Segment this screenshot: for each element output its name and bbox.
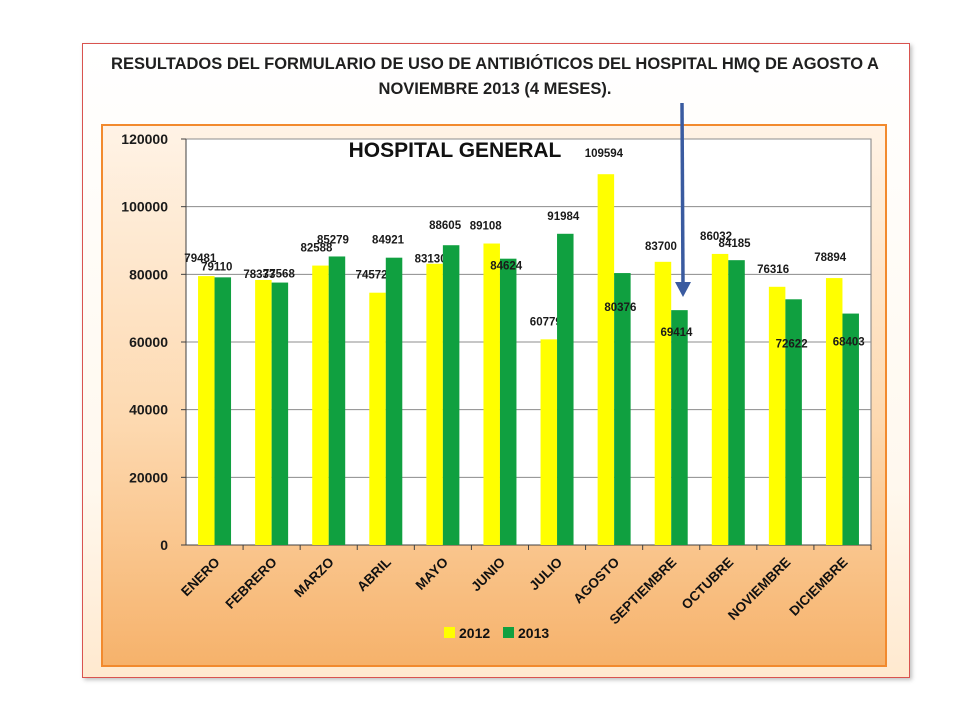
bar-2012-marzo	[312, 265, 329, 545]
data-label-2012-octubre: 86032	[700, 231, 732, 243]
bar-2013-marzo	[328, 256, 346, 545]
data-label-2013-febrero: 77568	[263, 269, 296, 281]
title-line-1: RESULTADOS DEL FORMULARIO DE USO DE ANTI…	[111, 55, 879, 73]
data-label-2013-septiembre: 69414	[660, 327, 693, 339]
data-label-2013-diciembre: 68403	[833, 337, 865, 349]
x-tick-label-junio: JUNIO	[468, 555, 508, 595]
bar-2013-octubre	[728, 260, 745, 545]
data-label-2012-diciembre: 78894	[814, 252, 847, 264]
data-label-2012-julio: 60779	[530, 316, 562, 328]
x-tick-label-marzo: MARZO	[291, 555, 337, 601]
bar-2012-julio	[540, 339, 558, 545]
bar-2013-julio	[557, 233, 574, 545]
bar-2012-abril	[369, 292, 386, 545]
bar-2012-junio	[483, 243, 500, 545]
y-tick-label: 100000	[121, 199, 168, 215]
data-label-2013-noviembre: 72622	[776, 338, 808, 350]
bar-2013-noviembre	[785, 299, 802, 545]
bar-2013-abril	[385, 257, 403, 545]
legend-swatch-2012	[444, 627, 455, 638]
data-label-2012-febrero: 78333	[243, 269, 275, 281]
title-line-2: NOVIEMBRE 2013 (4 MESES).	[378, 80, 612, 98]
data-label-2012-agosto: 109594	[585, 148, 624, 160]
bar-2013-diciembre	[842, 313, 859, 545]
data-label-2012-mayo: 83130	[415, 254, 447, 266]
x-tick-label-agosto: AGOSTO	[570, 555, 622, 607]
data-label-2013-julio: 91984	[547, 211, 580, 223]
data-label-2013-enero: 79110	[201, 261, 232, 273]
data-label-2012-enero: 79481	[184, 253, 217, 265]
bar-2012-mayo	[426, 263, 443, 545]
data-label-2013-abril: 84921	[372, 235, 405, 247]
y-tick-label: 40000	[129, 402, 168, 418]
legend-label-2013: 2013	[518, 625, 549, 641]
data-label-2012-abril: 74572	[356, 270, 388, 282]
chart-title: HOSPITAL GENERAL	[349, 139, 562, 162]
bar-2012-febrero	[255, 279, 272, 545]
y-tick-label: 80000	[129, 266, 168, 282]
data-label-2013-agosto: 80376	[604, 302, 636, 314]
legend-label-2012: 2012	[459, 625, 490, 641]
data-label-2012-marzo: 82588	[300, 243, 333, 255]
y-tick-label: 120000	[121, 131, 168, 147]
bar-2012-octubre	[711, 253, 729, 546]
y-tick-label: 20000	[129, 469, 168, 485]
bar-2013-agosto	[614, 273, 631, 545]
x-tick-label-enero: ENERO	[178, 555, 223, 600]
y-tick-label: 60000	[129, 334, 168, 350]
x-tick-label-mayo: MAYO	[413, 555, 451, 593]
bar-2012-diciembre	[825, 278, 843, 545]
x-tick-label-febrero: FEBRERO	[222, 555, 279, 612]
bar-2013-enero	[214, 277, 232, 545]
data-label-2013-junio: 84624	[490, 261, 523, 273]
bar-2013-mayo	[442, 245, 460, 545]
bar-2012-agosto	[597, 174, 615, 545]
x-tick-label-abril: ABRIL	[354, 555, 394, 595]
bar-2012-enero	[198, 276, 215, 545]
bar-2012-septiembre	[654, 261, 672, 545]
data-label-2013-mayo: 88605	[429, 220, 462, 232]
slide-title: RESULTADOS DEL FORMULARIO DE USO DE ANTI…	[82, 52, 908, 102]
x-tick-label-julio: JULIO	[526, 555, 565, 594]
data-label-2012-septiembre: 83700	[645, 241, 677, 253]
bar-2013-junio	[499, 258, 517, 545]
x-tick-label-diciembre: DICIEMBRE	[786, 555, 850, 619]
bar-2013-febrero	[271, 282, 289, 545]
data-label-2012-junio: 89108	[470, 221, 503, 233]
bar-2013-septiembre	[671, 310, 688, 545]
x-tick-label-octubre: OCTUBRE	[679, 555, 737, 613]
data-label-2013-marzo: 85279	[317, 234, 349, 246]
data-label-2012-noviembre: 76316	[757, 264, 789, 276]
y-tick-label: 0	[160, 537, 168, 553]
legend-swatch-2013	[503, 627, 514, 638]
data-label-2013-octubre: 84185	[719, 238, 752, 250]
bar-2012-noviembre	[768, 286, 786, 545]
